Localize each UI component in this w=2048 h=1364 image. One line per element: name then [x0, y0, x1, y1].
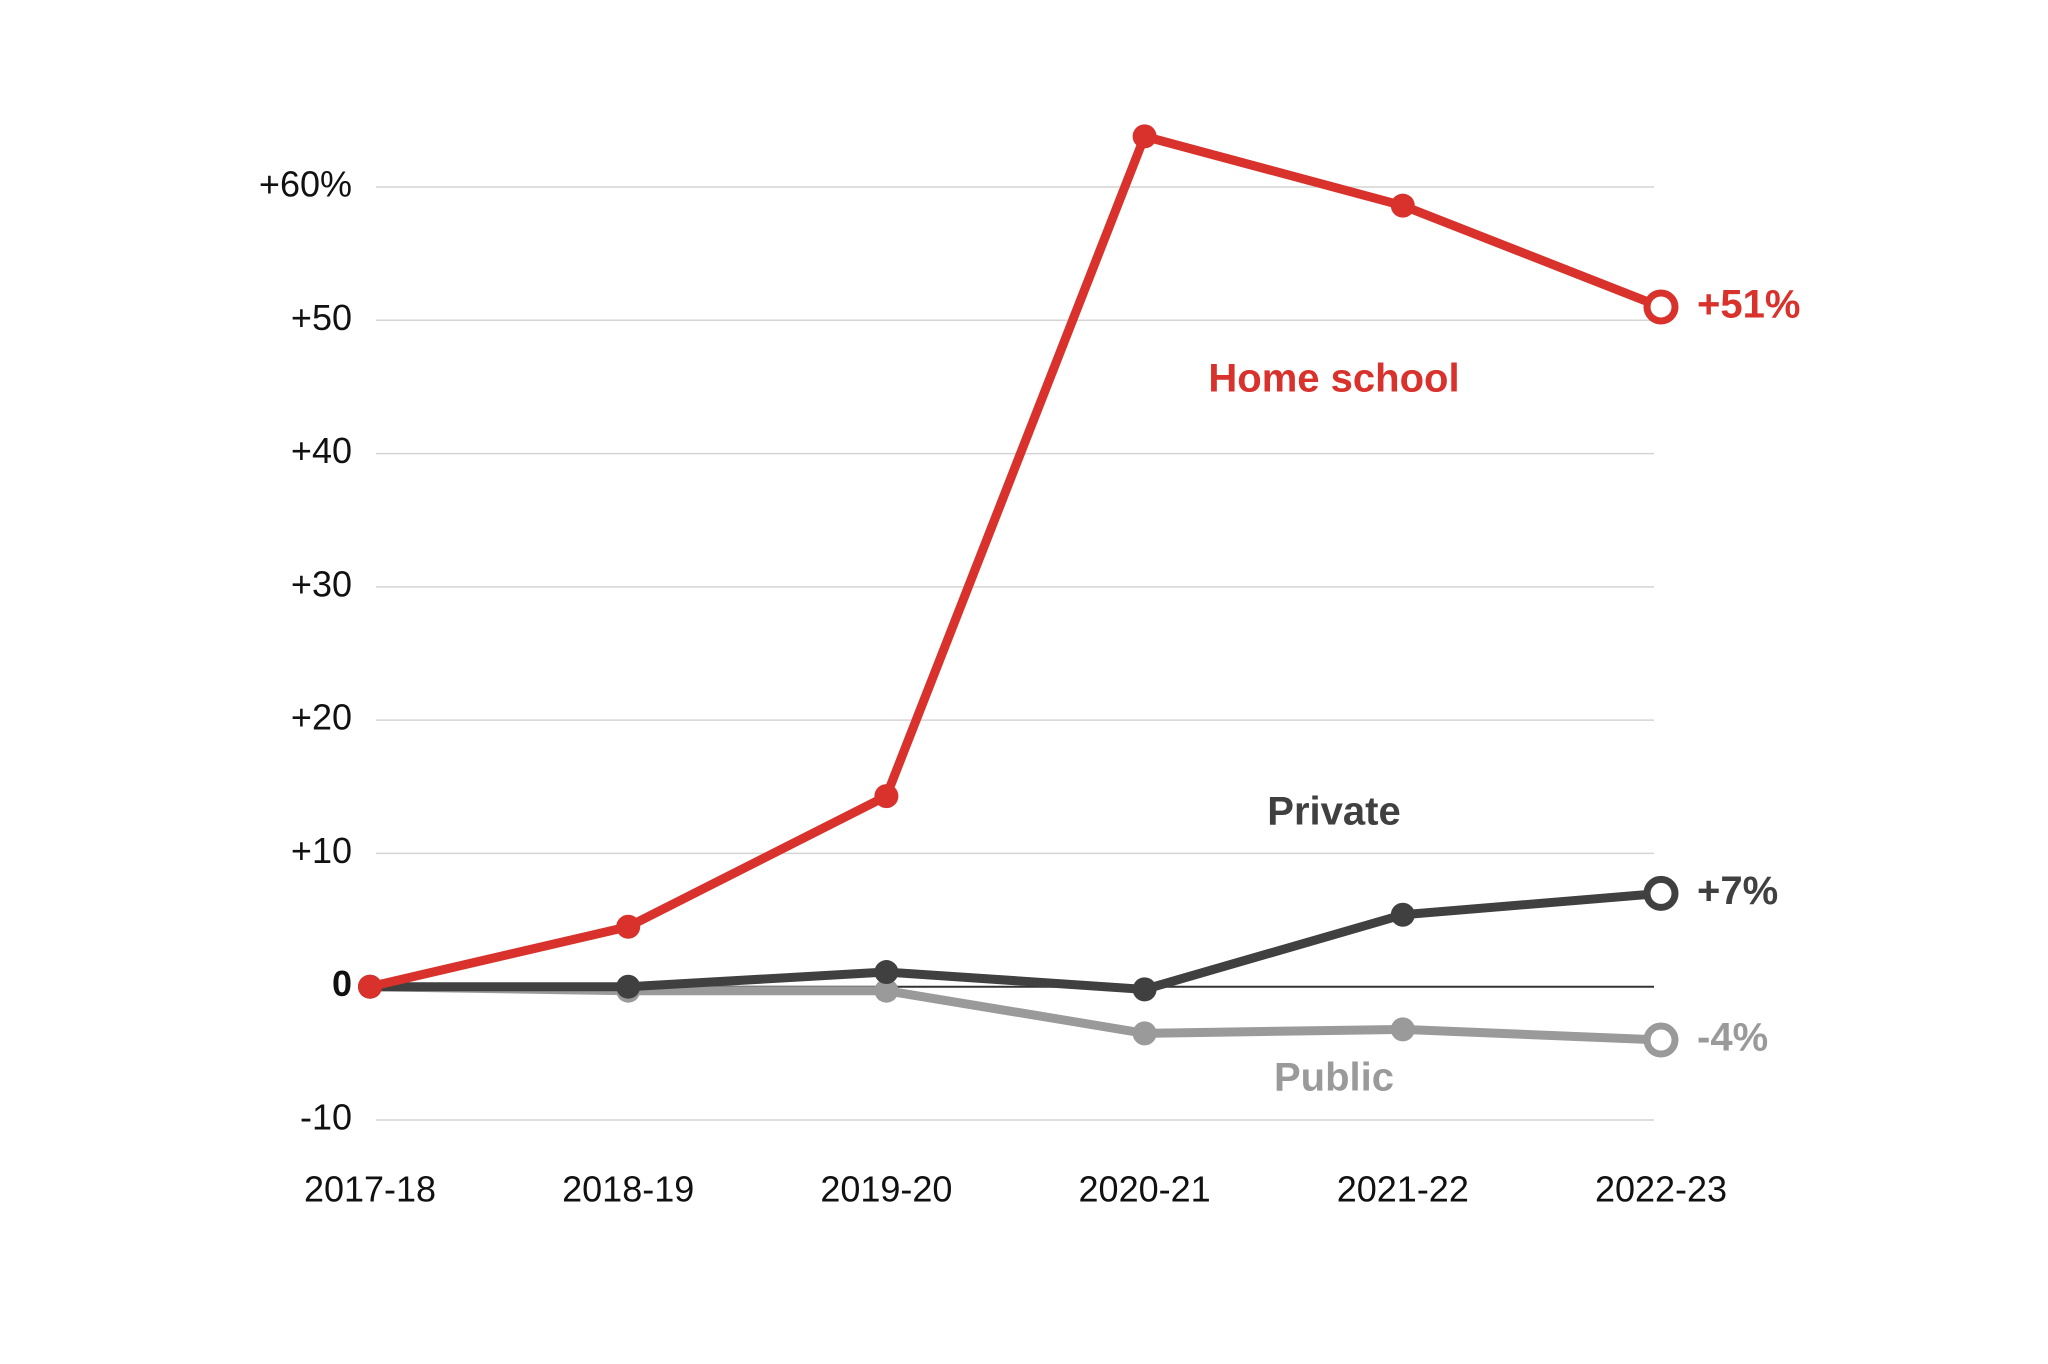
y-tick-label: +50	[291, 297, 352, 338]
data-point	[1132, 977, 1157, 1002]
value-label: +7%	[1697, 869, 1778, 913]
data-point	[616, 914, 641, 939]
y-tick-label: +30	[291, 563, 352, 604]
x-tick-label: 2017-18	[304, 1169, 436, 1210]
x-tick-label: 2022-23	[1595, 1169, 1727, 1210]
data-point	[1132, 1021, 1157, 1046]
data-point	[1643, 289, 1679, 325]
y-tick-label: +10	[291, 830, 352, 871]
x-tick-label: 2020-21	[1079, 1169, 1211, 1210]
data-point	[358, 974, 382, 999]
value-label: -4%	[1697, 1016, 1768, 1060]
y-tick-label: -10	[300, 1097, 352, 1138]
data-point	[1390, 1017, 1415, 1042]
data-point	[1390, 193, 1415, 218]
y-tick-label: 0	[332, 963, 352, 1004]
x-tick-label: 2018-19	[562, 1169, 694, 1210]
x-tick-label: 2019-20	[820, 1169, 952, 1210]
series-line	[370, 888, 1662, 994]
data-point	[616, 974, 641, 999]
series-line	[368, 131, 1663, 992]
series-line	[369, 982, 1662, 1045]
series-label: Home school	[1208, 357, 1459, 401]
y-tick-label: +40	[291, 430, 352, 471]
data-point	[1132, 124, 1157, 149]
data-point	[874, 784, 899, 809]
data-point	[1643, 875, 1679, 911]
series-label: Public	[1274, 1056, 1394, 1100]
data-point	[874, 960, 899, 985]
y-tick-label: +20	[291, 697, 352, 738]
y-tick-label: +60%	[259, 164, 352, 205]
value-label: +51%	[1697, 283, 1800, 327]
data-point	[1390, 902, 1415, 927]
data-point	[874, 978, 899, 1003]
x-tick-label: 2021-22	[1337, 1169, 1469, 1210]
series-label: Private	[1267, 790, 1400, 834]
data-point	[1643, 1022, 1679, 1058]
